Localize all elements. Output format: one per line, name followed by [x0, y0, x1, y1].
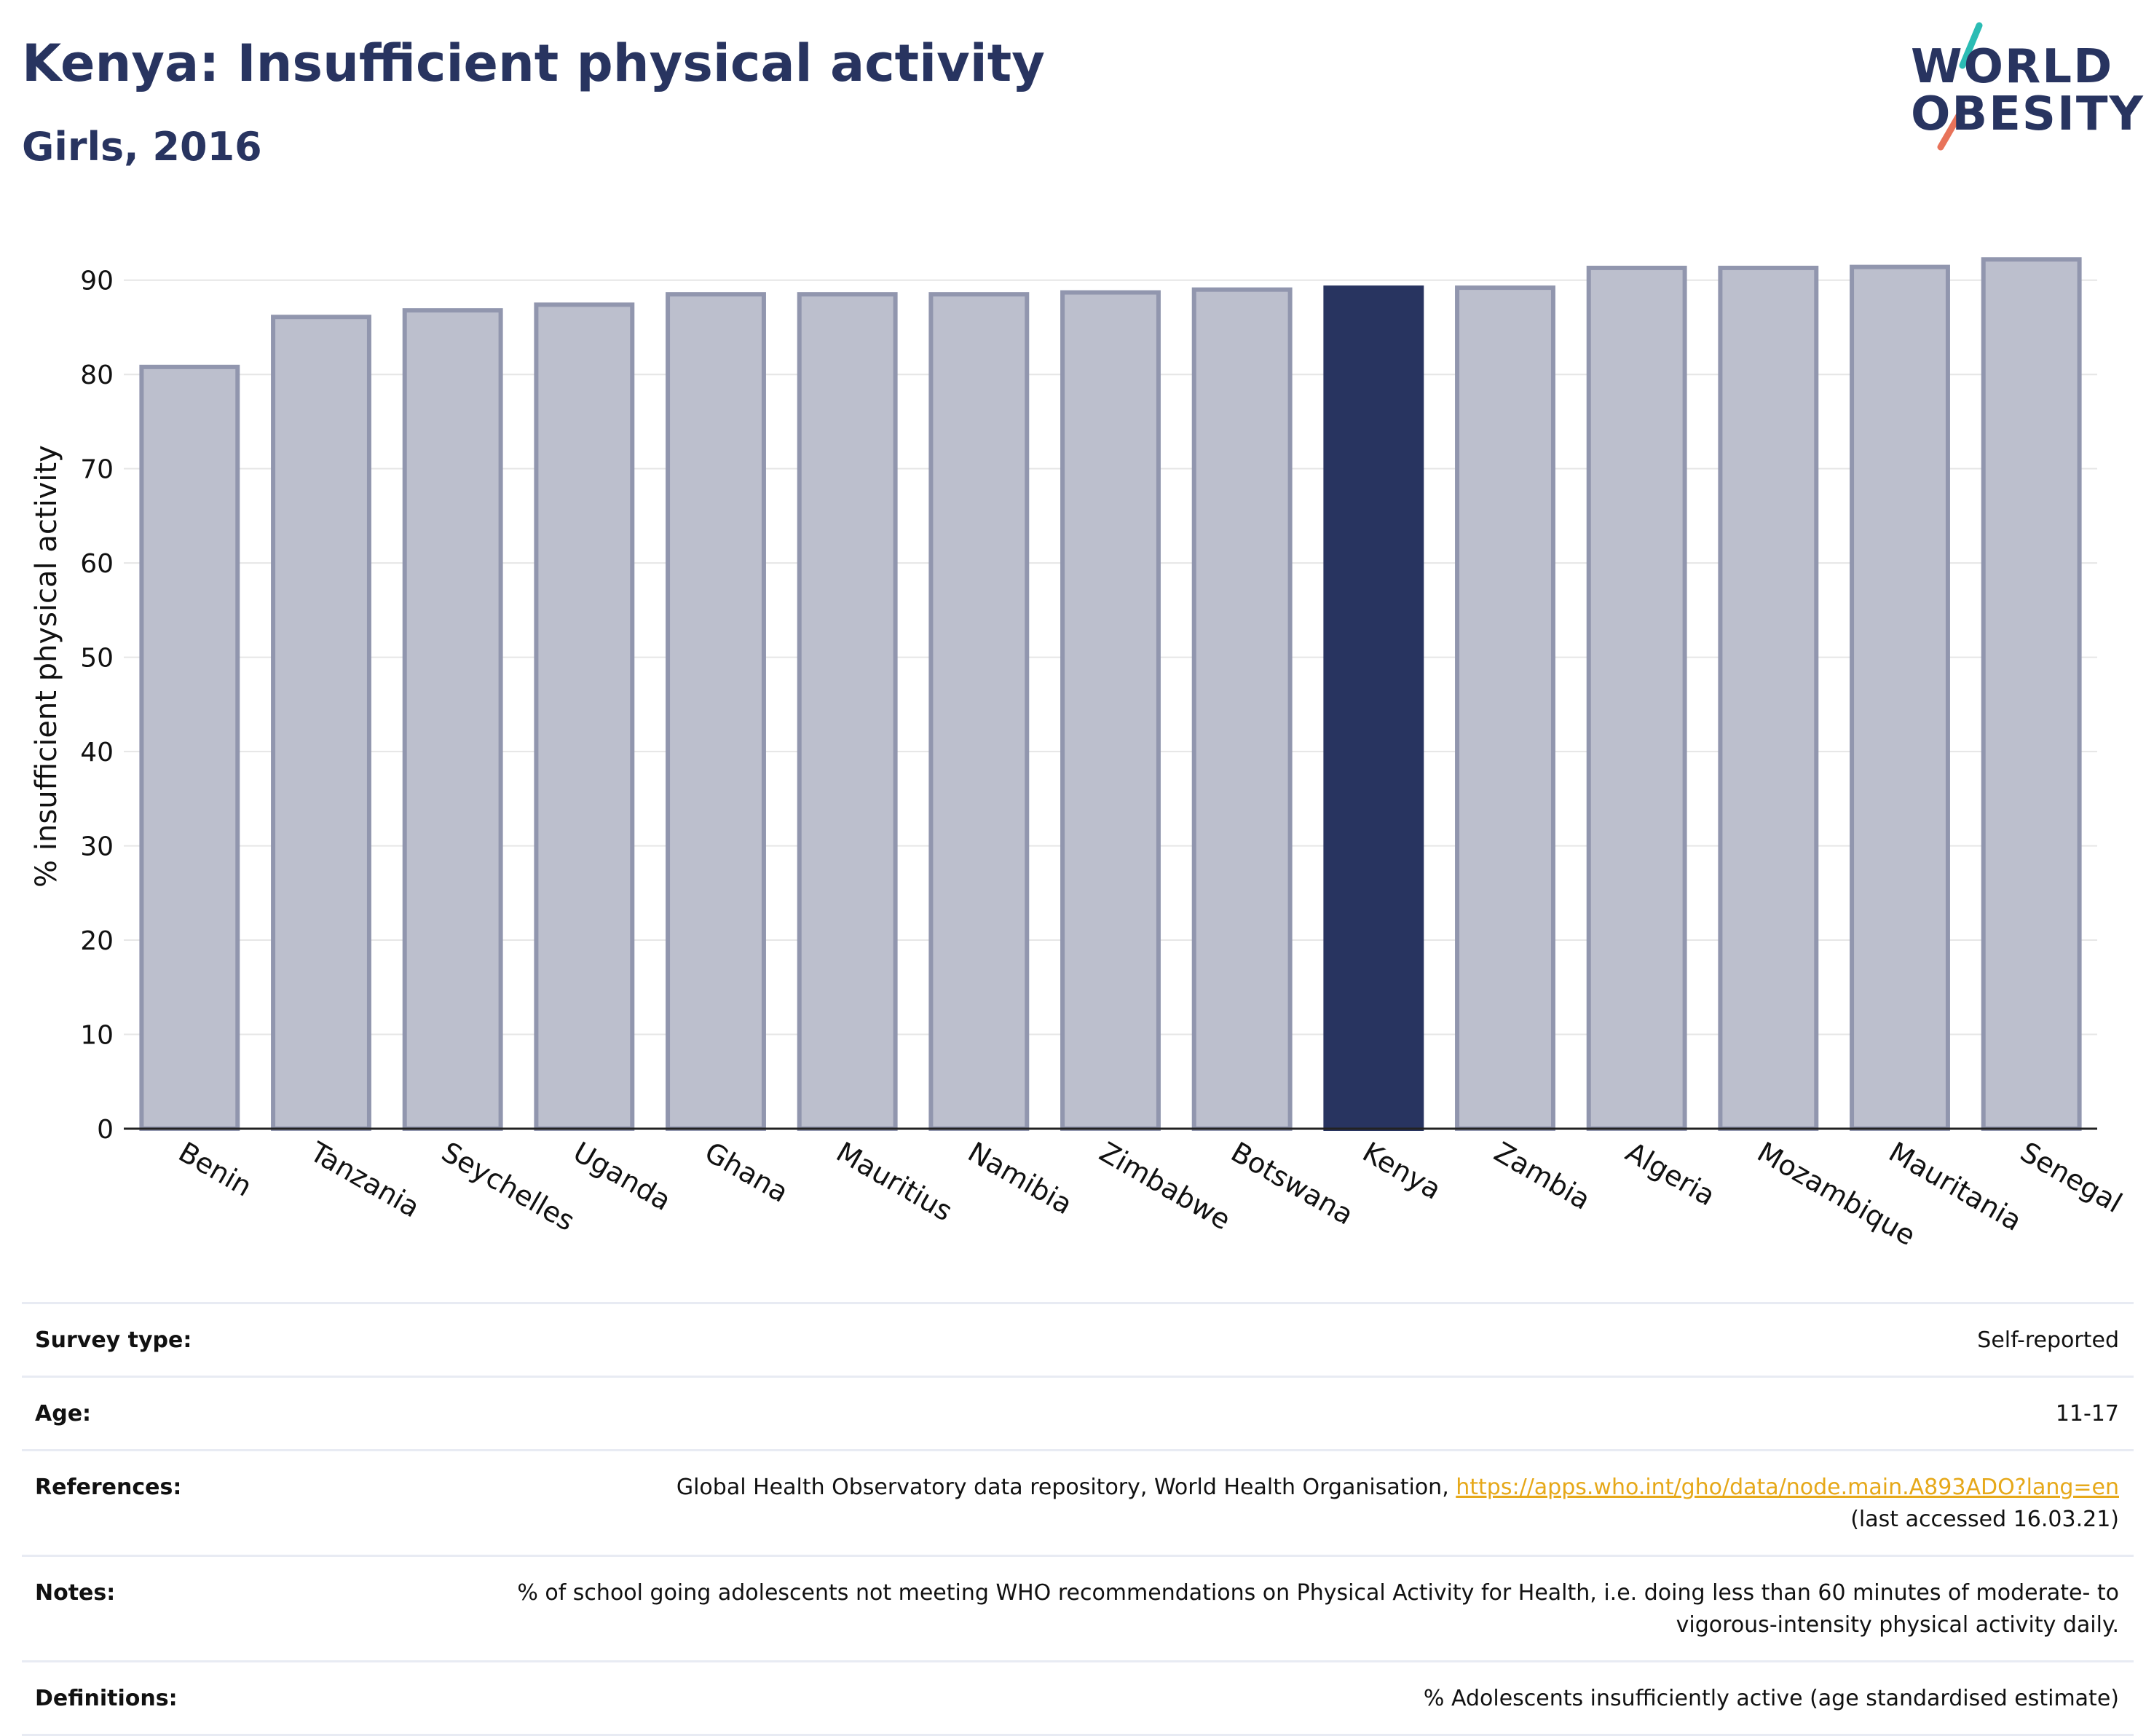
y-tick-labels: 0 10 20 30 40 50 60 70 80 90 — [80, 267, 114, 1145]
bar-namibia — [928, 292, 1030, 1132]
meta-row-survey-type: Survey type: Self-reported — [22, 1302, 2134, 1376]
bar-seychelles — [402, 308, 503, 1131]
x-tick-zimbabwe: Zimbabwe — [1094, 1136, 1236, 1236]
x-tick-senegal: Senegal — [2015, 1136, 2127, 1220]
logo-slash-icon — [1937, 22, 1983, 151]
x-tick-tanzania: Tanzania — [304, 1135, 425, 1223]
x-tick-zambia: Zambia — [1489, 1136, 1596, 1216]
x-tick-mauritius: Mauritius — [831, 1136, 958, 1228]
bar-ghana — [666, 292, 766, 1132]
y-tick-30: 30 — [80, 832, 114, 862]
y-tick-70: 70 — [80, 455, 114, 485]
y-tick-20: 20 — [80, 926, 114, 956]
notes-value: % of school going adolescents not meetin… — [517, 1580, 2119, 1638]
bar-kenya — [1323, 285, 1424, 1132]
y-tick-90: 90 — [80, 267, 114, 296]
references-link[interactable]: https://apps.who.int/gho/data/node.main.… — [1456, 1475, 2119, 1500]
meta-row-age: Age: 11-17 — [22, 1376, 2134, 1449]
references-label: References: — [35, 1475, 182, 1500]
x-tick-botswana: Botswana — [1226, 1136, 1359, 1231]
bar-botswana — [1191, 287, 1293, 1132]
bar-benin — [139, 364, 240, 1131]
x-tick-kenya: Kenya — [1357, 1136, 1447, 1206]
y-tick-50: 50 — [80, 644, 114, 674]
references-text: Global Health Observatory data repositor… — [676, 1475, 1456, 1500]
survey-type-value: Self-reported — [1977, 1327, 2119, 1353]
x-tick-ghana: Ghana — [700, 1136, 794, 1209]
world-obesity-logo: WORLD OBESITY — [1893, 22, 2143, 153]
meta-row-references: References: Global Health Observatory da… — [22, 1449, 2134, 1555]
x-tick-namibia: Namibia — [963, 1136, 1078, 1221]
bar-chart: 0 10 20 30 40 50 60 70 80 90 Benin Tanzania Seychel… — [80, 257, 2128, 1252]
survey-type-label: Survey type: — [35, 1327, 192, 1353]
y-tick-10: 10 — [80, 1021, 114, 1051]
y-tick-0: 0 — [97, 1115, 114, 1145]
bar-mozambique — [1718, 265, 1819, 1131]
bar-tanzania — [271, 315, 371, 1132]
chart-title: Kenya: Insufficient physical activity — [22, 33, 1045, 93]
x-tick-seychelles: Seychelles — [436, 1136, 580, 1237]
x-tick-algeria: Algeria — [1620, 1136, 1721, 1212]
definitions-value: % Adolescents insufficiently active (age… — [1423, 1686, 2119, 1711]
definitions-label: Definitions: — [35, 1686, 178, 1711]
bar-senegal — [1981, 257, 2082, 1131]
meta-row-notes: Notes: % of school going adolescents not… — [22, 1555, 2134, 1660]
bars — [139, 257, 2082, 1132]
y-tick-60: 60 — [80, 549, 114, 579]
meta-row-definitions: Definitions: % Adolescents insufficientl… — [22, 1660, 2134, 1736]
notes-label: Notes: — [35, 1580, 116, 1606]
references-accessed: (last accessed 16.03.21) — [1850, 1507, 2119, 1532]
chart-subtitle: Girls, 2016 — [22, 124, 262, 170]
x-tick-benin: Benin — [173, 1136, 258, 1203]
age-label: Age: — [35, 1401, 92, 1427]
bar-zimbabwe — [1060, 290, 1161, 1131]
logo-word-world: WORLD — [1911, 40, 2114, 94]
logo-word-obesity: OBESITY — [1911, 87, 2145, 141]
bar-algeria — [1586, 265, 1687, 1131]
references-value: Global Health Observatory data repositor… — [676, 1472, 2119, 1536]
bar-uganda — [534, 302, 635, 1131]
bar-zambia — [1455, 285, 1555, 1132]
metadata-table: Survey type: Self-reported Age: 11-17 Re… — [22, 1302, 2134, 1736]
bar-mauritania — [1850, 264, 1950, 1132]
age-value: 11-17 — [2055, 1401, 2119, 1427]
y-tick-80: 80 — [80, 360, 114, 390]
bar-mauritius — [797, 292, 898, 1132]
x-tick-uganda: Uganda — [568, 1136, 676, 1217]
y-tick-40: 40 — [80, 738, 114, 768]
